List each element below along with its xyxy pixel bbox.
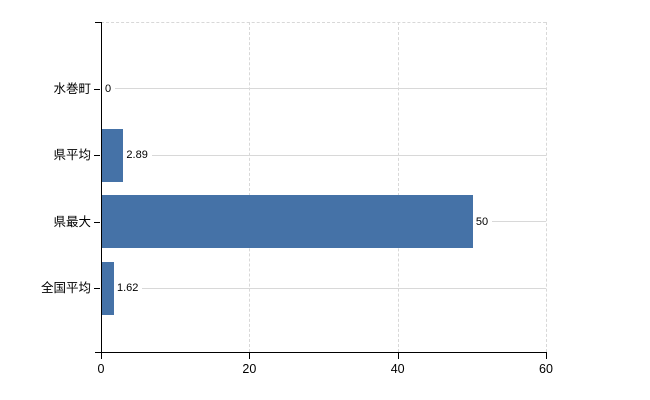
y-axis-top-tick	[95, 22, 101, 23]
x-tick-label: 40	[390, 362, 405, 376]
value-label: 50	[475, 215, 489, 228]
category-label: 全国平均	[40, 281, 91, 295]
value-label: 1.62	[117, 282, 139, 294]
x-axis-tick	[546, 353, 547, 359]
x-tick-label: 60	[539, 362, 553, 376]
plot-top-border	[101, 22, 546, 23]
x-axis-tick	[249, 353, 251, 359]
bar[interactable]	[102, 195, 473, 248]
x-axis-tick	[397, 353, 399, 359]
category-label: 県平均	[53, 148, 91, 162]
bar-row: 50	[102, 195, 546, 248]
category-label: 県最大	[53, 214, 91, 229]
vertical-gridline	[397, 22, 399, 352]
y-axis-tick	[94, 155, 100, 156]
y-axis-tick	[94, 222, 100, 223]
value-leader-line	[115, 88, 546, 89]
bar-row: 1.62	[102, 261, 546, 315]
value-leader-line	[492, 221, 546, 222]
bar[interactable]	[102, 128, 124, 182]
x-axis-tick	[101, 353, 102, 359]
bar-row: 0	[102, 62, 546, 115]
value-label: 2.89	[126, 149, 148, 161]
y-axis-tick	[94, 89, 100, 90]
x-tick-label: 20	[242, 362, 257, 376]
y-axis	[101, 22, 102, 353]
value-leader-line	[142, 287, 546, 289]
x-tick-label: 0	[97, 362, 105, 376]
value-leader-line	[151, 154, 546, 156]
vertical-gridline	[546, 22, 547, 352]
value-label: 0	[105, 82, 112, 95]
x-axis	[95, 352, 547, 353]
category-label: 水巻町	[53, 81, 91, 96]
vertical-gridline	[249, 22, 251, 352]
bar[interactable]	[102, 261, 114, 315]
bar-row: 2.89	[102, 128, 546, 182]
y-axis-tick	[94, 288, 100, 289]
